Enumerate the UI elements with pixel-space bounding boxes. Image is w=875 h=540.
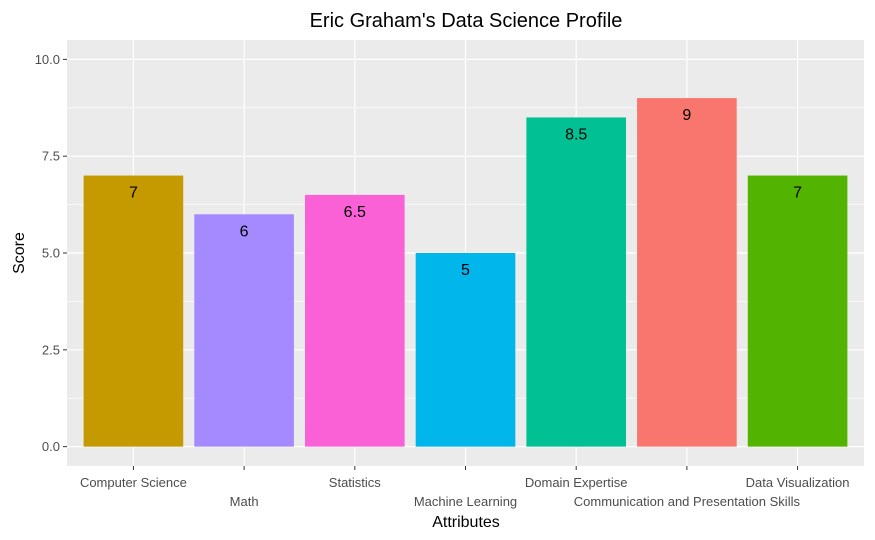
y-tick-label: 0.0	[42, 439, 60, 454]
y-tick-label: 2.5	[42, 342, 60, 357]
y-tick-label: 10.0	[35, 52, 60, 67]
bar	[83, 175, 184, 447]
bar	[415, 253, 516, 447]
y-tick-label: 7.5	[42, 149, 60, 164]
data-label: 5	[461, 262, 470, 279]
x-tick-label: Statistics	[329, 475, 382, 490]
x-tick-label: Domain Expertise	[525, 475, 628, 490]
y-tick-label: 5.0	[42, 246, 60, 261]
x-tick-label: Data Visualization	[746, 475, 850, 490]
data-label: 6.5	[344, 204, 366, 221]
data-label: 7	[129, 185, 138, 202]
bar	[747, 175, 848, 447]
bar	[304, 194, 405, 447]
bar	[526, 117, 627, 447]
data-labels: 7 6 6.5 5 8.5 9 7	[129, 107, 802, 279]
bar	[194, 214, 294, 447]
x-axis-title: Attributes	[432, 514, 500, 531]
data-label: 8.5	[565, 126, 587, 143]
chart-title: Eric Graham's Data Science Profile	[310, 10, 623, 32]
data-label: 9	[682, 107, 691, 124]
x-tick-label: Machine Learning	[414, 494, 517, 509]
x-axis: Computer Science Math Statistics Machine Le…	[80, 466, 850, 509]
data-label: 6	[240, 223, 249, 240]
bars	[83, 98, 848, 447]
data-label: 7	[793, 185, 802, 202]
y-axis: 0.0 2.5 5.0 7.5 10.0	[35, 52, 67, 454]
x-tick-label: Math	[230, 494, 259, 509]
y-axis-title: Score	[11, 232, 28, 274]
bar	[637, 98, 737, 447]
x-tick-label: Communication and Presentation Skills	[574, 494, 801, 509]
x-tick-label: Computer Science	[80, 475, 187, 490]
